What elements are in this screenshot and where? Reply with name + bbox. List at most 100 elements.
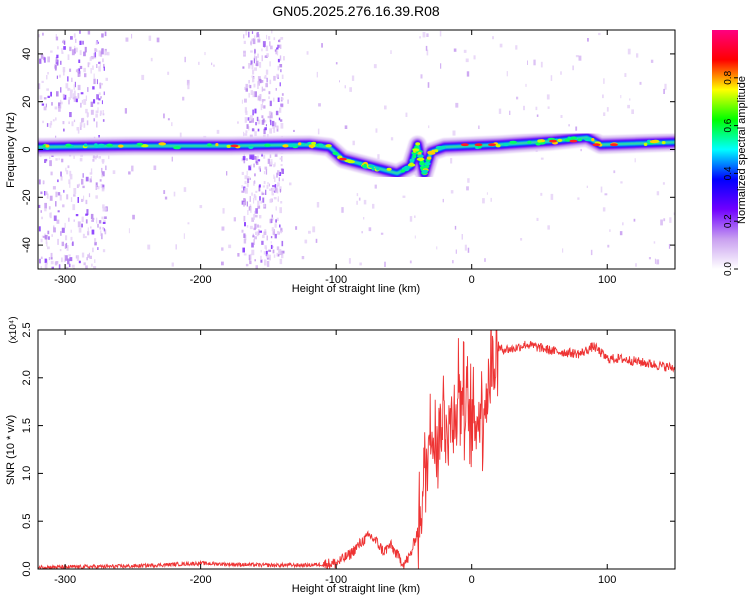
noise-speckle bbox=[105, 165, 107, 171]
noise-speckle bbox=[89, 178, 92, 183]
noise-speckle bbox=[46, 193, 49, 199]
noise-speckle bbox=[255, 160, 258, 164]
noise-speckle bbox=[77, 84, 81, 91]
noise-speckle bbox=[97, 247, 99, 250]
snr-x-axis: -300 -200 -100 0 100 bbox=[54, 330, 616, 586]
noise-speckle bbox=[87, 62, 90, 68]
noise-speckle bbox=[279, 188, 281, 193]
noise-speckle bbox=[281, 168, 284, 174]
noise-speckle bbox=[71, 264, 75, 268]
noise-speckle bbox=[63, 189, 65, 193]
noise-speckle bbox=[255, 122, 257, 126]
noise-speckle bbox=[271, 214, 273, 218]
noise-speckle bbox=[255, 56, 258, 61]
noise-speckle bbox=[280, 69, 282, 73]
noise-speckle bbox=[273, 97, 275, 102]
noise-speckle bbox=[245, 88, 248, 92]
noise-speckle bbox=[420, 74, 423, 79]
noise-speckle bbox=[257, 81, 260, 86]
noise-speckle bbox=[426, 33, 429, 37]
signal-hotspot bbox=[404, 165, 410, 169]
noise-speckle bbox=[492, 36, 494, 40]
noise-speckle bbox=[77, 129, 80, 134]
noise-speckle bbox=[266, 261, 270, 267]
noise-speckle bbox=[55, 158, 58, 161]
spectrogram-y-tick-label: 0 bbox=[21, 146, 33, 152]
signal-hotspot bbox=[248, 145, 254, 149]
noise-speckle bbox=[260, 104, 263, 111]
noise-speckle bbox=[67, 54, 70, 60]
noise-speckle bbox=[242, 66, 245, 69]
noise-speckle bbox=[213, 64, 215, 67]
noise-speckle bbox=[99, 179, 102, 182]
noise-speckle bbox=[82, 173, 84, 178]
noise-speckle bbox=[274, 233, 277, 239]
noise-speckle bbox=[254, 259, 256, 262]
noise-speckle bbox=[272, 185, 275, 188]
signal-hotspot bbox=[106, 143, 113, 147]
noise-speckle bbox=[73, 188, 77, 194]
noise-speckle bbox=[450, 158, 453, 164]
noise-speckle bbox=[103, 63, 105, 69]
noise-speckle bbox=[99, 110, 102, 115]
noise-speckle bbox=[55, 201, 57, 207]
noise-speckle bbox=[82, 233, 85, 239]
noise-speckle bbox=[250, 253, 252, 260]
noise-speckle bbox=[84, 46, 87, 53]
noise-speckle bbox=[75, 38, 77, 43]
noise-speckle bbox=[358, 197, 361, 201]
signal-hotspot bbox=[412, 154, 417, 159]
noise-speckle bbox=[656, 259, 660, 265]
noise-speckle bbox=[57, 192, 61, 196]
colorbar-tick-label: 0.8 bbox=[723, 70, 734, 84]
noise-speckle bbox=[274, 184, 277, 189]
noise-speckle bbox=[252, 91, 255, 98]
noise-speckle bbox=[90, 101, 94, 107]
signal-hotspot bbox=[308, 144, 313, 148]
signal-hotspot bbox=[537, 139, 542, 143]
noise-speckle bbox=[90, 68, 92, 74]
noise-speckle bbox=[104, 31, 107, 37]
noise-speckle bbox=[352, 140, 355, 146]
noise-speckle bbox=[167, 71, 170, 75]
noise-speckle bbox=[77, 93, 80, 99]
noise-speckle bbox=[627, 48, 631, 55]
noise-speckle bbox=[262, 185, 265, 188]
noise-speckle bbox=[241, 185, 243, 189]
noise-speckle bbox=[669, 217, 672, 223]
noise-speckle bbox=[46, 123, 49, 127]
noise-speckle bbox=[63, 69, 65, 76]
noise-speckle bbox=[279, 157, 283, 160]
noise-speckle bbox=[78, 227, 82, 233]
snr-series-line bbox=[38, 330, 675, 569]
snr-y-tick-label: 2.5 bbox=[21, 322, 33, 337]
noise-speckle bbox=[278, 39, 280, 43]
noise-speckle bbox=[270, 45, 273, 50]
noise-speckle bbox=[490, 197, 492, 202]
noise-speckle bbox=[536, 114, 539, 117]
noise-speckle bbox=[66, 170, 69, 175]
noise-speckle bbox=[85, 265, 88, 269]
noise-speckle bbox=[262, 99, 266, 102]
noise-speckle bbox=[103, 219, 106, 224]
noise-speckle bbox=[243, 198, 246, 202]
noise-speckle bbox=[253, 198, 255, 204]
signal-peak bbox=[610, 143, 618, 147]
figure-title: GN05.2025.276.16.39.R08 bbox=[272, 3, 440, 19]
signal-hotspot bbox=[431, 149, 435, 153]
noise-speckle bbox=[277, 44, 280, 48]
noise-speckle bbox=[277, 65, 280, 71]
signal-hotspot bbox=[344, 159, 353, 163]
noise-speckle bbox=[63, 258, 66, 263]
noise-speckle bbox=[243, 131, 245, 137]
noise-speckle bbox=[339, 80, 340, 83]
noise-speckle bbox=[98, 61, 101, 64]
noise-speckle bbox=[275, 110, 279, 116]
noise-speckle bbox=[269, 218, 272, 224]
noise-speckle bbox=[96, 121, 98, 128]
signal-peak bbox=[230, 144, 239, 148]
noise-speckle bbox=[44, 258, 47, 264]
noise-speckle bbox=[289, 182, 292, 186]
noise-speckle bbox=[266, 34, 268, 40]
